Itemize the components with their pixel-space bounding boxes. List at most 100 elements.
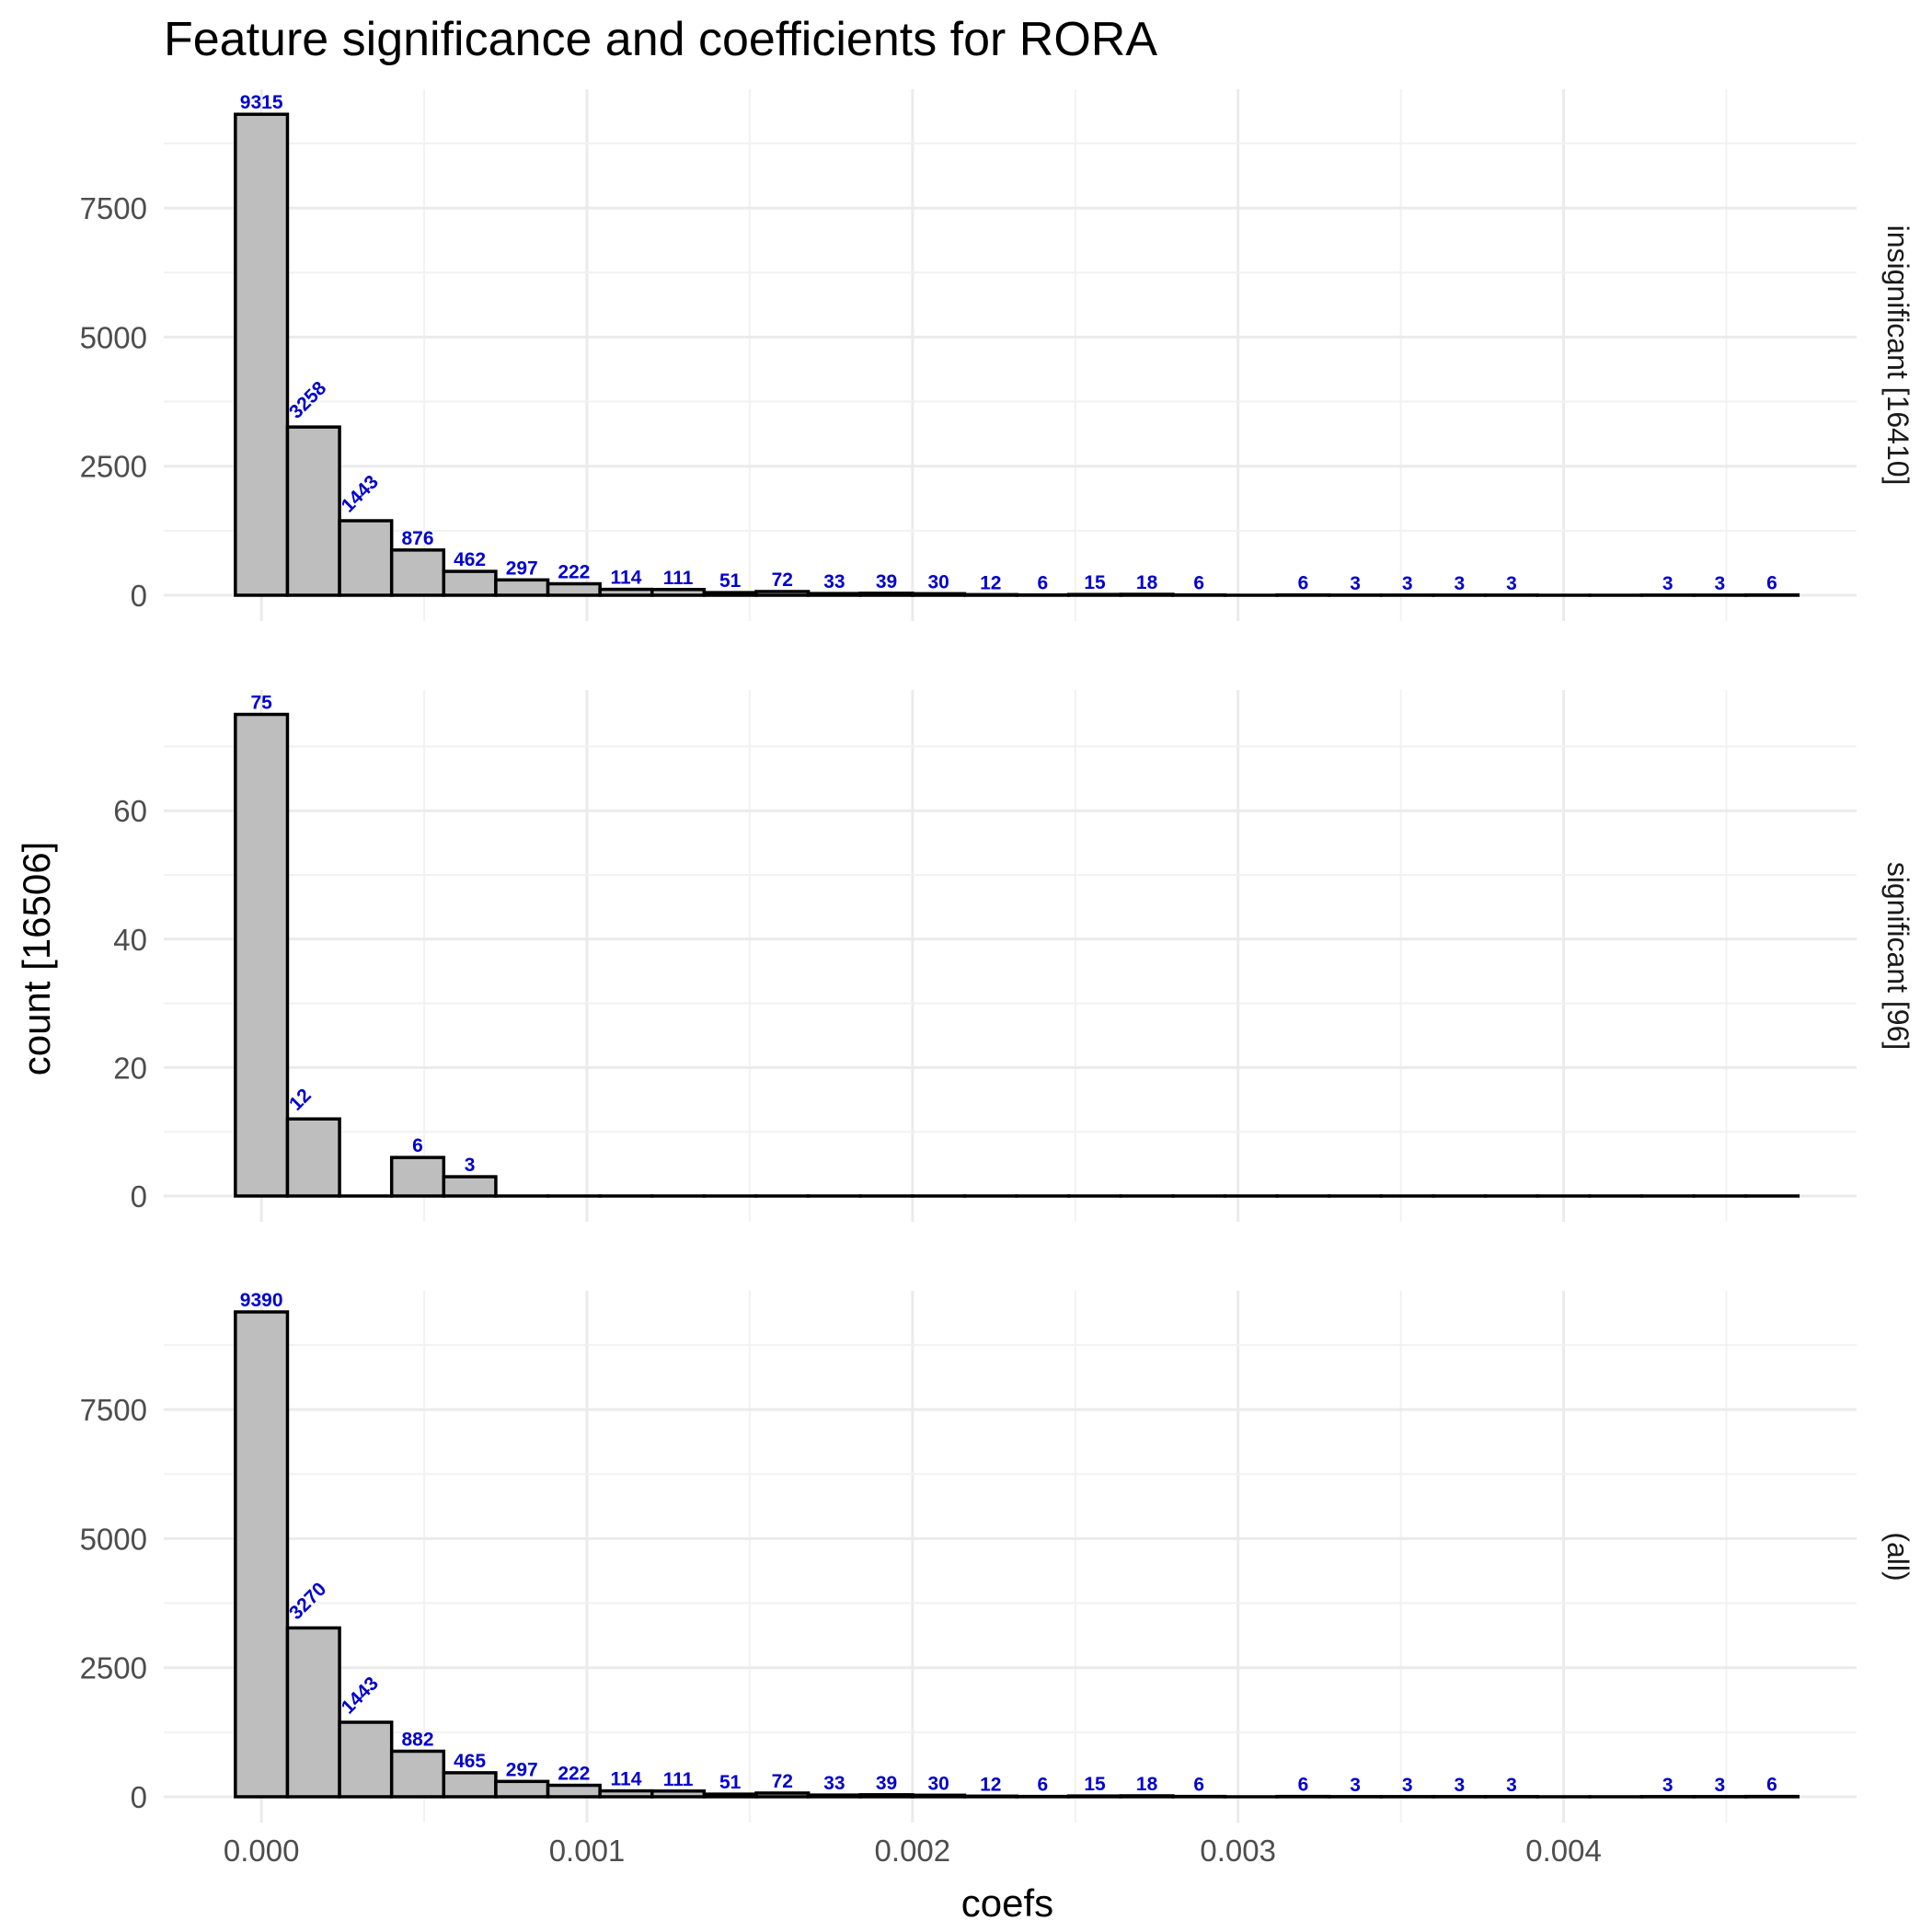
bar-count-label: 75 (250, 693, 272, 714)
histogram-bar (806, 1793, 862, 1799)
facet-strip-label: (all) (1881, 1532, 1915, 1581)
bar-count-label: 3 (1662, 1775, 1673, 1796)
histogram-bar (285, 1626, 341, 1799)
x-tick-label: 0.000 (224, 1834, 300, 1868)
bar-count-label: 6 (1038, 573, 1049, 594)
histogram-bar (650, 588, 707, 597)
bar-count-label: 12 (980, 1774, 1001, 1795)
bar-count-label: 33 (823, 1773, 845, 1794)
histogram-bar (650, 1789, 707, 1799)
bar-count-label: 6 (1298, 1775, 1309, 1796)
bar-count-label: 3 (1350, 573, 1361, 594)
histogram-bar (285, 1117, 341, 1198)
y-tick-label: 5000 (80, 320, 147, 354)
x-tick-label: 0.003 (1200, 1834, 1276, 1868)
histogram-bar (494, 1779, 550, 1799)
y-tick-label: 2500 (80, 1651, 147, 1685)
bar-count-label: 30 (927, 1773, 949, 1794)
bar-count-label: 9390 (240, 1290, 283, 1311)
bar-count-label: 72 (772, 1771, 793, 1792)
bar-count-label: 15 (1084, 572, 1106, 593)
histogram-bar (442, 1771, 498, 1799)
bar-count-label: 6 (1193, 1775, 1204, 1796)
bar-count-label: 30 (927, 571, 949, 592)
histogram-bar (858, 1793, 914, 1799)
bar-count-label: 114 (611, 1769, 642, 1790)
bar-count-label: 51 (719, 1772, 742, 1793)
histogram-bar (1066, 592, 1123, 597)
y-axis-title: count [16506] (15, 842, 58, 1076)
histogram-bar (911, 1793, 967, 1799)
bar-count-label: 6 (1193, 573, 1204, 594)
bar-count-label: 9315 (240, 92, 283, 113)
histogram-bar (754, 590, 811, 597)
bar-count-label: 3 (1402, 573, 1413, 594)
y-tick-label: 7500 (80, 191, 147, 225)
histogram-bar (442, 1175, 498, 1198)
histogram-bar (702, 591, 758, 597)
y-tick-label: 7500 (80, 1393, 147, 1427)
bar-count-label: 297 (506, 558, 538, 579)
bar-count-label: 3 (1662, 573, 1673, 594)
histogram-bar (858, 592, 914, 597)
y-tick-label: 20 (113, 1051, 147, 1085)
bar-count-label: 39 (876, 571, 897, 592)
bar-count-label: 882 (401, 1730, 433, 1751)
bar-count-label: 297 (506, 1759, 538, 1780)
bar-count-label: 12 (980, 572, 1001, 593)
y-tick-label: 40 (113, 923, 147, 957)
bar-count-label: 222 (558, 1764, 590, 1785)
histogram-bar (442, 569, 498, 597)
histogram-bar (1066, 1794, 1123, 1799)
bar-count-label: 3 (1350, 1775, 1361, 1796)
histogram-bar (598, 587, 654, 597)
histogram-bar (1119, 1794, 1175, 1799)
bar-count-label: 222 (558, 562, 590, 583)
histogram-bar (285, 425, 341, 597)
bar-count-label: 876 (401, 528, 433, 549)
histogram-bar (338, 1720, 394, 1799)
bar-count-label: 114 (611, 568, 642, 589)
histogram-bar (389, 1749, 446, 1799)
bar-count-label: 111 (663, 568, 694, 589)
facet-strip-label: insignificant [16410] (1881, 225, 1915, 486)
bar-count-label: 3 (1454, 573, 1465, 594)
histogram-bar (546, 581, 602, 597)
bar-count-label: 111 (663, 1769, 694, 1790)
histogram-bar (911, 592, 967, 597)
histogram-bar (234, 112, 290, 597)
y-tick-label: 60 (113, 794, 147, 828)
y-tick-label: 5000 (80, 1522, 147, 1556)
bar-count-label: 15 (1084, 1774, 1106, 1795)
bar-count-label: 18 (1136, 1774, 1158, 1795)
histogram-bar (806, 592, 862, 597)
y-tick-label: 0 (131, 1780, 147, 1814)
y-tick-label: 2500 (80, 450, 147, 484)
y-tick-label: 0 (131, 579, 147, 613)
histogram-bar (338, 519, 394, 597)
bar-count-label: 72 (772, 569, 793, 591)
histogram-bar (389, 548, 446, 597)
bar-count-label: 3 (1715, 573, 1726, 594)
bar-count-label: 39 (876, 1773, 897, 1794)
histogram-bar (598, 1788, 654, 1799)
x-tick-label: 0.001 (549, 1834, 626, 1868)
bar-count-label: 33 (823, 571, 845, 592)
y-tick-label: 0 (131, 1179, 147, 1213)
bar-count-label: 462 (454, 549, 486, 570)
histogram-bar (234, 712, 290, 1198)
x-tick-label: 0.004 (1525, 1834, 1602, 1868)
facet-strip-label: significant [96] (1881, 862, 1915, 1051)
bar-count-label: 3 (1454, 1775, 1465, 1796)
x-tick-label: 0.002 (875, 1834, 951, 1868)
histogram-bar (962, 592, 1018, 597)
histogram-bar (494, 578, 550, 597)
bar-count-label: 465 (454, 1751, 486, 1772)
histogram-bar (702, 1792, 758, 1799)
